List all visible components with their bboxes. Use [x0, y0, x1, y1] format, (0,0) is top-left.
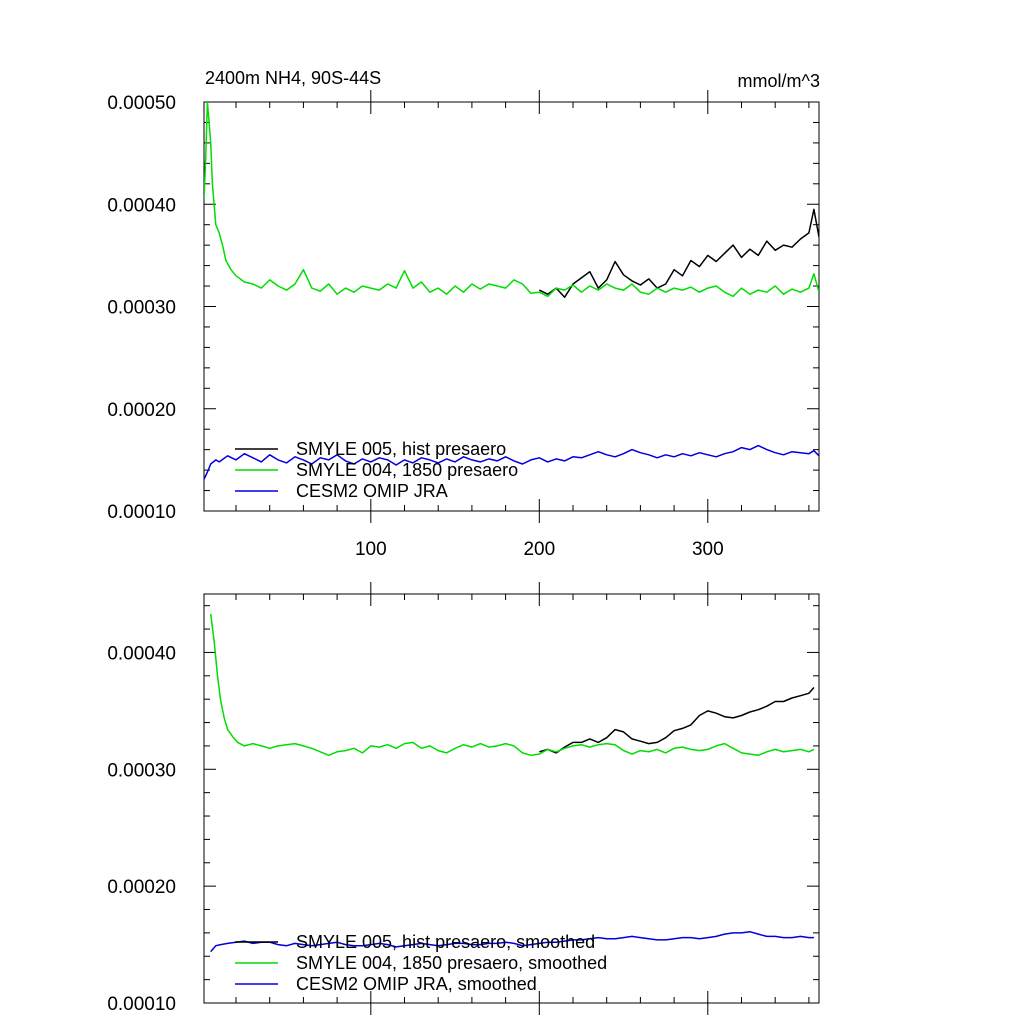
top-panel-title: 2400m NH4, 90S-44S — [205, 68, 381, 88]
y-tick-label: 0.00050 — [107, 93, 176, 114]
series-line-3 — [204, 444, 819, 480]
legend-label: SMYLE 005, hist presaero, smoothed — [296, 932, 595, 952]
series-line-2 — [209, 613, 815, 757]
x-tick-label: 200 — [523, 539, 555, 560]
series-line-1 — [538, 208, 819, 299]
series-line-2 — [204, 102, 819, 298]
y-tick-label: 0.00020 — [107, 877, 176, 898]
y-tick-label: 0.00010 — [107, 994, 176, 1015]
top-panel: 2400m NH4, 90S-44S mmol/m^3 0.00050 0.000… — [107, 68, 820, 560]
series-line-3 — [210, 930, 814, 953]
y-tick-label: 0.00010 — [107, 502, 176, 523]
series-line-1 — [539, 687, 815, 754]
bottom-panel: 0.00040 0.00030 0.00020 0.00010 SMYLE 005, h… — [107, 582, 820, 1015]
x-tick-label: 100 — [355, 539, 387, 560]
y-tick-label: 0.00020 — [107, 400, 176, 421]
y-tick-label: 0.00030 — [107, 760, 176, 781]
y-tick-label: 0.00040 — [107, 195, 176, 216]
y-tick-label: 0.00030 — [107, 298, 176, 319]
plot-frame — [203, 593, 820, 1004]
top-panel-units: mmol/m^3 — [738, 71, 820, 91]
x-tick-label: 300 — [692, 539, 724, 560]
legend-label: CESM2 OMIP JRA, smoothed — [296, 974, 537, 994]
legend-label: SMYLE 005, hist presaero — [296, 439, 506, 459]
legend-label: CESM2 OMIP JRA — [296, 481, 448, 501]
legend-label: SMYLE 004, 1850 presaero — [296, 460, 518, 480]
y-tick-label: 0.00040 — [107, 643, 176, 664]
legend-label: SMYLE 004, 1850 presaero, smoothed — [296, 953, 607, 973]
